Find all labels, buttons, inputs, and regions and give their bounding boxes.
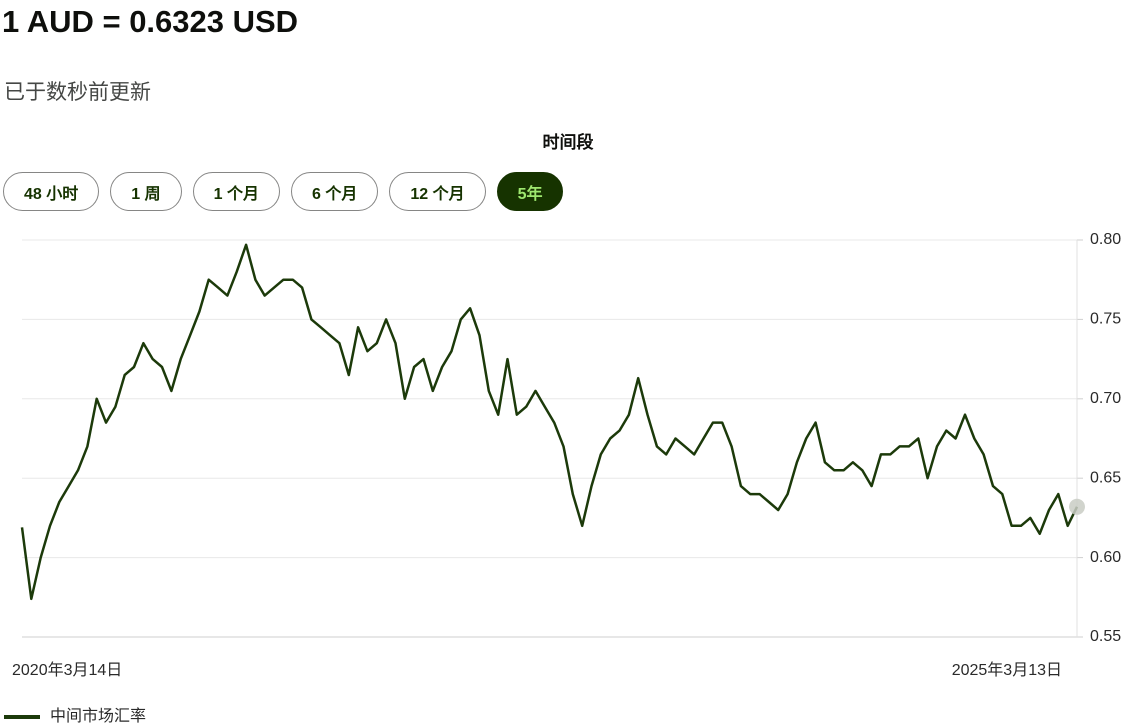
period-button[interactable]: 48 小时 [3,172,100,211]
period-button[interactable]: 1 周 [110,172,182,211]
y-tick-label: 0.60 [1090,549,1121,566]
last-point [1069,498,1085,515]
rate-title: 1 AUD = 0.6323 USD [2,4,299,39]
period-button[interactable]: 1 个月 [192,172,280,211]
y-tick-label: 0.70 [1090,390,1121,407]
y-tick-label: 0.75 [1090,311,1121,328]
period-button[interactable]: 6 个月 [290,172,379,211]
rate-line [20,243,1079,601]
period-buttons: 48 小时 1 周 1 个月 6 个月 12 个月 5年 [3,172,564,211]
x-tick-label: 2020年3月14日 [12,661,122,679]
y-tick-label: 0.55 [1090,628,1121,645]
period-label: 时间段 [542,133,594,152]
y-tick-label: 0.80 [1090,231,1121,248]
x-tick-label: 2025年3月13日 [952,661,1062,679]
legend-label: 中间市场汇率 [50,707,146,725]
y-tick-label: 0.65 [1090,469,1121,486]
period-button[interactable]: 12 个月 [389,172,486,211]
updated-note: 已于数秒前更新 [4,81,151,104]
period-button[interactable]: 5年 [496,172,564,211]
